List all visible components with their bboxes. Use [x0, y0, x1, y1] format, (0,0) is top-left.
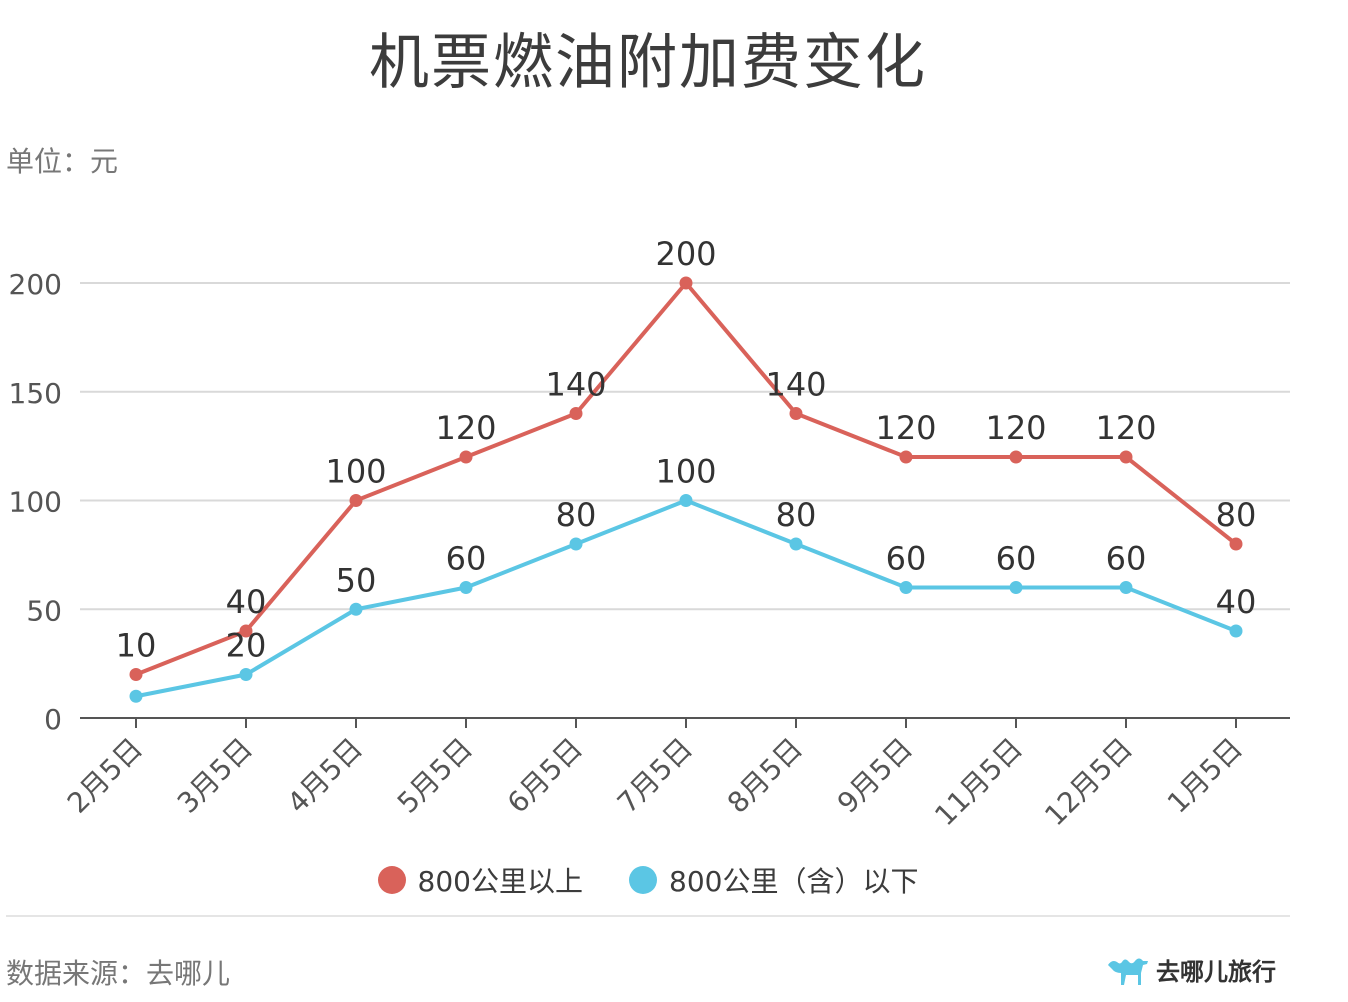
footer-divider [6, 915, 1290, 917]
data-label-series-1: 120 [875, 409, 936, 447]
unit-label: 单位：元 [6, 145, 119, 178]
data-point-series-1[interactable] [349, 494, 363, 507]
x-tick-label: 6月5日 [501, 732, 589, 820]
legend-swatch-series-2 [629, 866, 657, 894]
chart-title: 机票燃油附加费变化 [369, 28, 927, 98]
data-point-series-2[interactable] [1119, 581, 1133, 594]
legend-label-series-1: 800公里以上 [417, 865, 583, 898]
data-label-series-2: 60 [886, 540, 927, 578]
camel-icon [1108, 958, 1148, 985]
data-label-series-1: 40 [226, 583, 267, 621]
data-label-series-1: 140 [545, 366, 606, 404]
y-tick-label: 200 [9, 268, 62, 301]
data-label-series-1: 120 [985, 409, 1046, 447]
data-point-series-2[interactable] [349, 602, 363, 616]
x-tick-label: 5月5日 [391, 732, 479, 820]
data-point-series-1[interactable] [239, 624, 253, 638]
data-label-series-2: 80 [776, 496, 817, 534]
data-label-series-2: 60 [1106, 540, 1147, 578]
data-label-series-1: 120 [1095, 409, 1156, 447]
data-point-series-1[interactable] [459, 450, 473, 464]
data-point-series-2[interactable] [459, 581, 473, 594]
data-point-series-2[interactable] [1009, 581, 1023, 594]
axes: 0 50 100 150 200 2月5日 3月5日 4月5日 5月5日 6月5日 7月5日 8月5日… [9, 268, 1290, 832]
data-point-series-1[interactable] [1229, 537, 1243, 551]
data-point-series-1[interactable] [1119, 450, 1133, 464]
data-point-series-1[interactable] [129, 668, 143, 681]
logo-text: 去哪儿旅行 [1156, 958, 1276, 986]
data-label-series-2: 60 [446, 540, 487, 578]
data-label-series-2: 100 [655, 453, 716, 491]
data-point-series-1[interactable] [899, 450, 913, 464]
x-tick-label: 12月5日 [1038, 732, 1139, 833]
data-label-series-1: 200 [655, 235, 716, 273]
x-tick-label: 4月5日 [281, 732, 369, 820]
legend-item-series-1[interactable]: 800公里以上 [377, 860, 583, 900]
data-point-series-2[interactable] [239, 668, 253, 681]
series [129, 276, 1243, 703]
x-tick-label: 2月5日 [61, 732, 149, 820]
y-tick-label: 50 [26, 594, 62, 627]
data-label-series-2: 40 [1216, 583, 1257, 621]
x-tick-label: 7月5日 [611, 732, 699, 820]
y-tick-label: 100 [9, 486, 62, 519]
data-point-series-2[interactable] [899, 581, 913, 594]
data-label-series-1: 140 [765, 366, 826, 404]
data-label-series-1: 120 [435, 409, 496, 447]
y-tick-label: 150 [9, 377, 62, 410]
legend-item-series-2[interactable]: 800公里（含）以下 [629, 860, 918, 900]
x-tick-label: 8月5日 [721, 732, 809, 820]
data-point-series-1[interactable] [789, 407, 803, 420]
data-label-series-1: 100 [325, 453, 386, 491]
data-point-series-2[interactable] [1229, 624, 1243, 638]
data-label-series-1: 10 [116, 627, 157, 665]
series-line-2 [135, 498, 1237, 699]
data-point-series-2[interactable] [569, 537, 583, 551]
x-tick-label: 9月5日 [831, 732, 919, 820]
data-label-series-1: 80 [1216, 496, 1257, 534]
data-point-series-1[interactable] [1009, 450, 1023, 464]
x-tick-label: 1月5日 [1161, 732, 1249, 820]
data-label-series-2: 50 [336, 561, 377, 599]
legend-swatch-series-1 [377, 866, 406, 894]
x-tick-label: 11月5日 [928, 732, 1029, 833]
data-label-series-2: 20 [226, 627, 267, 665]
source-label: 数据来源：去哪儿 [6, 957, 231, 990]
data-point-series-1[interactable] [679, 276, 693, 290]
data-point-series-2[interactable] [129, 689, 143, 703]
x-tick-label: 3月5日 [171, 732, 259, 820]
data-label-series-2: 80 [556, 496, 597, 534]
data-point-series-1[interactable] [569, 407, 583, 420]
legend: 800公里以上 800公里（含）以下 [0, 860, 1296, 900]
data-point-series-2[interactable] [679, 494, 693, 507]
y-tick-label: 0 [44, 703, 62, 736]
brand-logo: 去哪儿旅行 [1106, 952, 1276, 987]
legend-label-series-2: 800公里（含）以下 [669, 865, 919, 898]
data-point-series-2[interactable] [789, 537, 803, 551]
data-label-series-2: 60 [996, 540, 1037, 578]
data-labels: 10 40 100 120 140 200 140 120 120 120 80 20 50 60 80 10… [116, 235, 1257, 665]
